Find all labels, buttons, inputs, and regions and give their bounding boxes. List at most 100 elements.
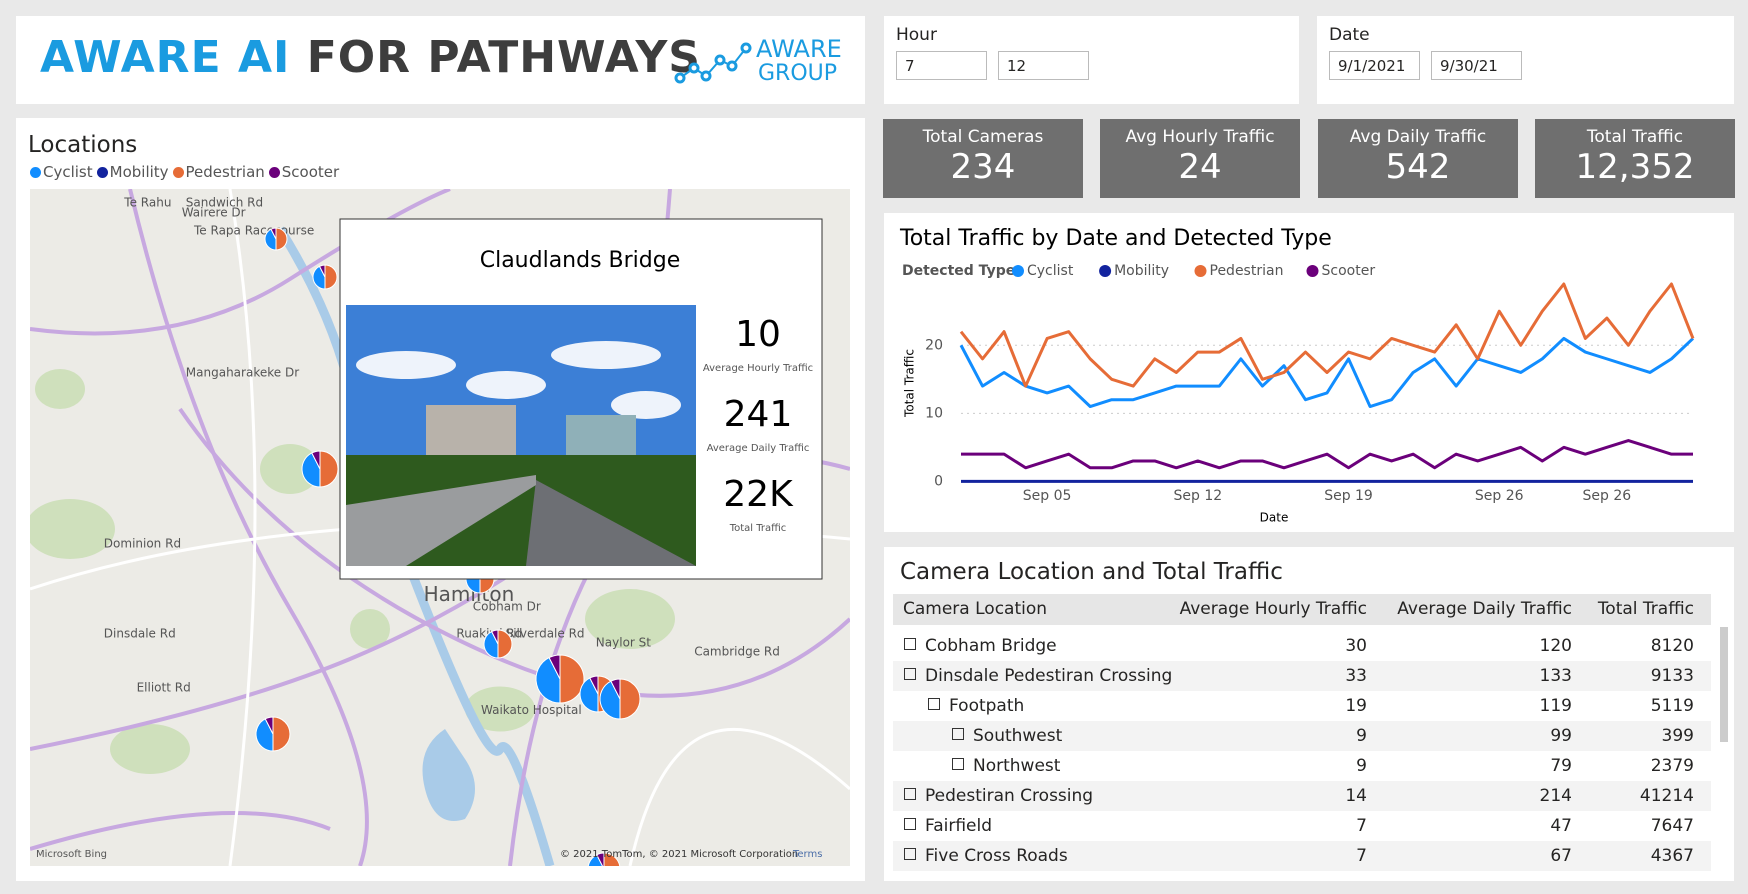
railing bbox=[346, 475, 536, 566]
place-label: Dominion Rd bbox=[104, 537, 181, 551]
expand-box[interactable] bbox=[904, 848, 916, 860]
expand-box[interactable] bbox=[904, 788, 916, 800]
line-series bbox=[959, 282, 1695, 388]
minor-road bbox=[228, 189, 257, 866]
expand-box[interactable] bbox=[904, 668, 916, 680]
pie-slice bbox=[535, 656, 561, 704]
pie-slice bbox=[559, 654, 585, 704]
x-tick-label: Sep 26 bbox=[1583, 488, 1632, 504]
cell-location: Pedestiran Crossing bbox=[925, 786, 1094, 806]
expand-box[interactable] bbox=[952, 728, 964, 740]
row-band bbox=[893, 781, 1711, 811]
photo bbox=[346, 305, 696, 566]
cell-number: 14 bbox=[1345, 786, 1367, 806]
stat-label: Average Daily Traffic bbox=[707, 443, 810, 454]
pie-slice bbox=[275, 227, 288, 251]
expand-box[interactable] bbox=[904, 818, 916, 830]
legend-dot bbox=[268, 166, 280, 178]
title-accent: AWARE AI bbox=[40, 32, 291, 83]
stat-value: 22K bbox=[723, 474, 794, 515]
map-attribution: © 2021 TomTom, © 2021 Microsoft Corporat… bbox=[560, 849, 798, 860]
legend-dot bbox=[1099, 265, 1112, 277]
road bbox=[30, 811, 331, 851]
tooltip-title: Claudlands Bridge bbox=[480, 248, 681, 273]
kpi-card: Avg Daily Traffic 542 bbox=[1318, 119, 1518, 198]
column-header: Average Daily Traffic bbox=[1397, 599, 1572, 619]
legend-title: Detected Type bbox=[902, 263, 1015, 279]
cell-number: 99 bbox=[1550, 726, 1572, 746]
cell-location: Five Cross Roads bbox=[925, 846, 1068, 866]
pie-slice bbox=[587, 854, 604, 866]
row-band bbox=[893, 721, 1711, 751]
pie-slice bbox=[255, 718, 274, 752]
filter-input[interactable]: 9/1/2021 bbox=[1329, 51, 1420, 80]
stat-value: 10 bbox=[735, 314, 781, 355]
filter-input[interactable]: 12 bbox=[998, 51, 1089, 80]
scrollbar[interactable] bbox=[1720, 627, 1728, 742]
cloud bbox=[551, 341, 661, 369]
cell-number: 7 bbox=[1356, 816, 1367, 836]
x-tick-label: Sep 12 bbox=[1173, 488, 1222, 504]
legend-dot bbox=[1012, 265, 1024, 277]
column-header: Total Traffic bbox=[1597, 599, 1694, 619]
expand-box[interactable] bbox=[928, 698, 940, 710]
kpi-label: Total Cameras bbox=[922, 127, 1044, 147]
y-axis-label: Total Traffic bbox=[903, 349, 917, 418]
legend-label: Scooter bbox=[1322, 263, 1376, 279]
pie-slice bbox=[264, 716, 274, 735]
pie-slice bbox=[270, 227, 277, 240]
map-terms: Terms bbox=[792, 849, 822, 860]
cloud bbox=[611, 391, 681, 419]
cell-number: 5119 bbox=[1650, 696, 1694, 716]
cell-number: 9 bbox=[1356, 756, 1367, 776]
legend-label: Cyclist bbox=[43, 163, 93, 181]
stat-label: Average Hourly Traffic bbox=[703, 363, 813, 374]
x-tick-label: Sep 19 bbox=[1324, 488, 1373, 504]
pie-slice bbox=[311, 450, 321, 470]
cell-number: 47 bbox=[1550, 816, 1572, 836]
expand-box[interactable] bbox=[904, 638, 916, 650]
legend-item: Mobility bbox=[96, 163, 169, 181]
cell-number: 33 bbox=[1345, 666, 1367, 686]
table-title: Camera Location and Total Traffic bbox=[900, 559, 1283, 585]
filter-input[interactable]: 7 bbox=[896, 51, 987, 80]
place-label: Sandwich Rd bbox=[186, 196, 263, 210]
cell-location: Cobham Bridge bbox=[925, 636, 1057, 656]
road bbox=[178, 407, 850, 698]
legend-dot bbox=[1306, 265, 1319, 277]
pie-slice bbox=[619, 678, 641, 720]
expand-box[interactable] bbox=[952, 758, 964, 770]
river bbox=[276, 226, 555, 866]
header: AWARE AI FOR PATHWAYS AWARE GROUP bbox=[16, 16, 865, 104]
legend-dot bbox=[96, 166, 108, 178]
pie-slice bbox=[497, 629, 513, 659]
pie-slice bbox=[318, 264, 326, 278]
kpi-card: Total Traffic 12,352 bbox=[1535, 119, 1735, 198]
pie-slice bbox=[596, 852, 605, 866]
place-label: Te Rahu bbox=[123, 196, 171, 210]
legend-item: Cyclist bbox=[30, 163, 93, 181]
map-title: Locations bbox=[28, 132, 138, 158]
park bbox=[585, 589, 675, 649]
x-tick-label: Sep 26 bbox=[1475, 488, 1524, 504]
pie-slice bbox=[603, 852, 621, 866]
kpi-label: Total Traffic bbox=[1586, 127, 1684, 147]
filter: Date 9/1/2021 9/30/21 bbox=[1317, 16, 1734, 104]
road bbox=[128, 189, 369, 866]
cell-number: 19 bbox=[1345, 696, 1367, 716]
filter-input[interactable]: 9/30/21 bbox=[1431, 51, 1522, 80]
cell-number: 7 bbox=[1356, 846, 1367, 866]
legend-item: Scooter bbox=[268, 163, 339, 181]
kpi-label: Avg Hourly Traffic bbox=[1125, 127, 1275, 147]
cell-location: Northwest bbox=[973, 756, 1061, 776]
pie-slice bbox=[599, 680, 621, 720]
column-header: Camera Location bbox=[903, 599, 1048, 619]
place-label: Naylor St bbox=[596, 636, 651, 650]
logo: AWARE GROUP bbox=[674, 35, 842, 86]
pie-slice bbox=[579, 677, 599, 713]
park bbox=[30, 499, 115, 559]
kpi-value: 24 bbox=[1178, 147, 1222, 187]
place-label: Cambridge Rd bbox=[694, 645, 780, 659]
